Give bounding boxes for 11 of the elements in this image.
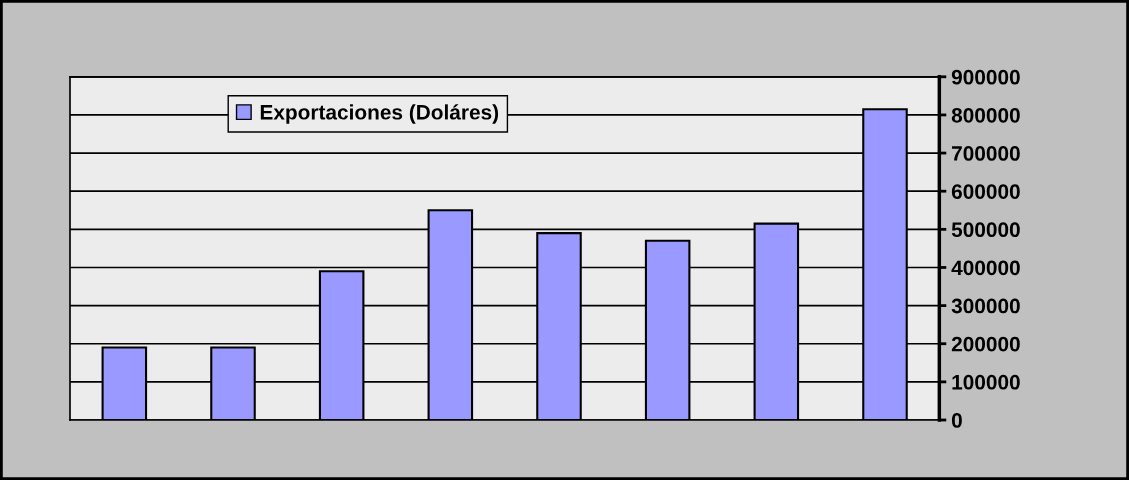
y-tick-label: 300000: [951, 298, 1020, 314]
y-tick-label: 600000: [951, 184, 1020, 199]
y-tick-label: 900000: [951, 69, 1020, 85]
legend-label: Exportaciones (Doláres): [260, 104, 499, 124]
y-tick-label: 500000: [951, 222, 1020, 238]
y-tick-label: 0: [951, 413, 962, 428]
y-tick-label: 400000: [951, 260, 1020, 276]
y-tick-label: 200000: [951, 336, 1020, 352]
y-tick-label: 700000: [952, 146, 1020, 161]
y-tick-label: 100000: [952, 374, 1020, 390]
y-tick-label: 800000: [951, 107, 1020, 123]
